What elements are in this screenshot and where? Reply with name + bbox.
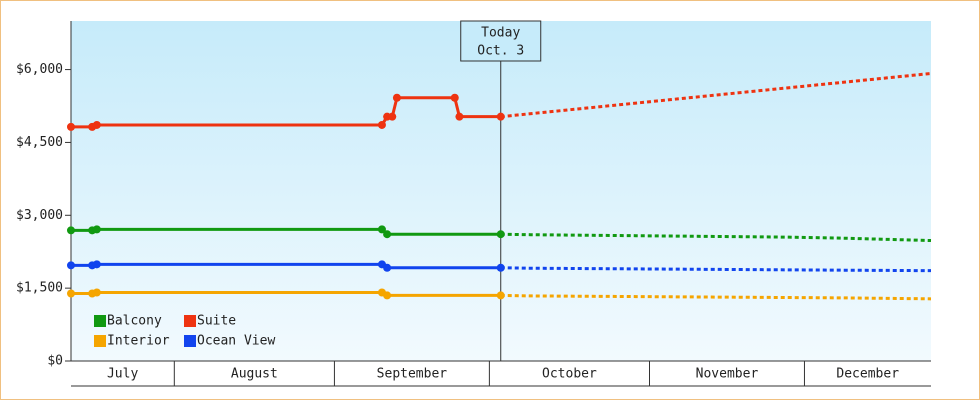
point [67, 261, 75, 270]
point [383, 291, 392, 300]
point [496, 291, 505, 300]
y-tick-label: $4,500 [16, 135, 63, 150]
point [67, 226, 75, 235]
legend-label: Interior [107, 334, 170, 349]
point [496, 230, 505, 239]
point [92, 288, 101, 297]
point [67, 122, 75, 131]
point [455, 112, 464, 121]
month-label: September [377, 367, 448, 382]
point [383, 263, 392, 272]
y-tick-label: $1,500 [16, 281, 63, 296]
month-label: November [696, 367, 759, 382]
forecast-line [500, 232, 932, 243]
point [383, 230, 392, 239]
legend-label: Balcony [107, 314, 162, 329]
point [92, 225, 101, 234]
point [92, 120, 101, 129]
point [388, 112, 397, 121]
month-label: December [836, 367, 899, 382]
legend-label: Ocean View [197, 334, 275, 349]
point [392, 93, 401, 102]
legend-swatch [184, 315, 196, 327]
forecast-line [500, 293, 932, 301]
legend-swatch [184, 335, 196, 347]
today-box [460, 20, 542, 62]
y-tick-label: $6,000 [16, 62, 63, 77]
y-tick-label: $0 [47, 354, 63, 369]
point [377, 225, 386, 234]
month-label: October [542, 367, 597, 382]
point [67, 289, 75, 298]
point [377, 120, 386, 129]
month-label: August [231, 367, 278, 382]
legend-swatch [94, 335, 106, 347]
legend-label: Suite [197, 314, 236, 329]
forecast-line [500, 71, 932, 119]
point [450, 93, 459, 102]
y-tick-label: $3,000 [16, 208, 63, 223]
forecast-line [500, 266, 932, 273]
point [92, 260, 101, 269]
month-label: July [107, 367, 138, 382]
point [496, 112, 505, 121]
today-date: Oct. 3 [477, 44, 524, 59]
today-label: Today [481, 26, 520, 41]
legend-swatch [94, 315, 106, 327]
point [496, 263, 505, 272]
